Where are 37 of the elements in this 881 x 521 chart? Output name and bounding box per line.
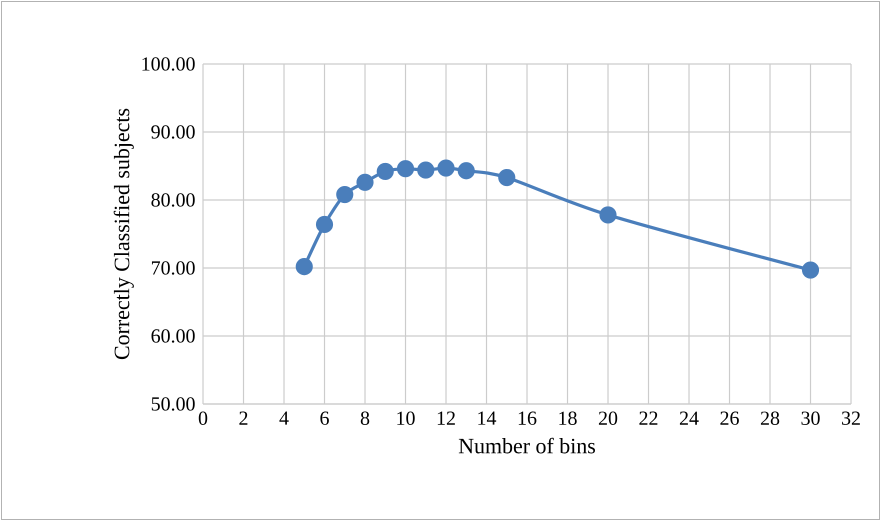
x-tick-label: 2 <box>239 412 248 425</box>
point <box>396 160 414 178</box>
y-tick-label: 100.00 <box>142 57 195 71</box>
x-tick-label: 0 <box>198 412 208 425</box>
y-axis-title: Correctly Classified subjects <box>114 108 134 360</box>
point <box>498 168 516 186</box>
x-axis-title: Number of bins <box>458 438 595 454</box>
point <box>316 216 334 234</box>
x-tick-label: 24 <box>680 412 699 425</box>
x-tick-label: 8 <box>360 412 370 425</box>
point <box>296 258 313 276</box>
y-tick-label: 90.00 <box>151 125 195 139</box>
point <box>336 186 354 204</box>
x-tick-label: 18 <box>559 412 577 425</box>
point <box>458 162 475 180</box>
point <box>802 261 820 279</box>
x-tick-label: 32 <box>842 412 860 425</box>
x-tick-label: 12 <box>438 412 455 425</box>
x-tick-label: 28 <box>760 412 780 425</box>
x-tick-label: 30 <box>802 412 820 425</box>
x-tick-label: 26 <box>720 412 739 425</box>
point <box>356 174 374 191</box>
x-tick-label: 4 <box>279 412 289 425</box>
x-tick-label: 16 <box>518 412 536 425</box>
y-tick-label: 50.00 <box>152 397 195 411</box>
y-tick-label: 60.00 <box>152 329 195 343</box>
y-tick-label: 80.00 <box>151 193 195 207</box>
y-tick-label: 70.00 <box>152 261 195 275</box>
point <box>437 159 455 177</box>
point <box>417 161 434 179</box>
x-tick-label: 20 <box>598 412 618 425</box>
x-tick-label: 14 <box>478 412 496 425</box>
x-tick-label: 22 <box>639 412 658 425</box>
x-tick-label: 10 <box>397 412 415 425</box>
x-tick-label: 6 <box>320 412 329 425</box>
point <box>376 162 394 180</box>
point <box>599 206 617 224</box>
